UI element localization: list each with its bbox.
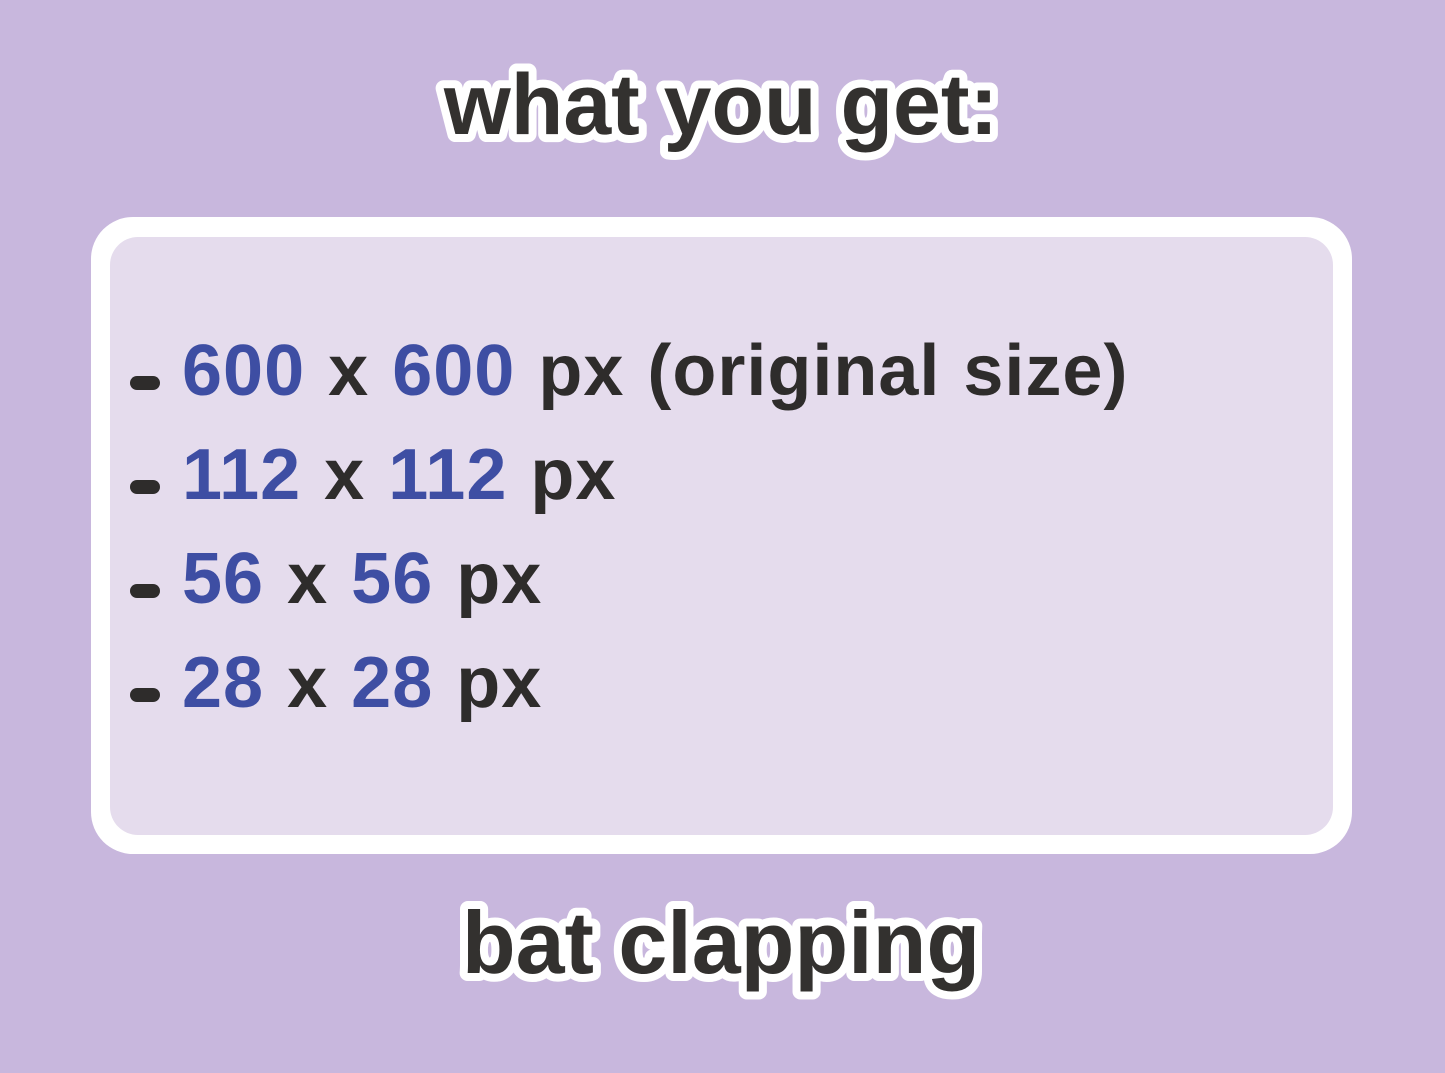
svg-text:bat clapping: bat clapping: [462, 893, 980, 992]
svg-text:what you get:: what you get:: [443, 57, 998, 153]
